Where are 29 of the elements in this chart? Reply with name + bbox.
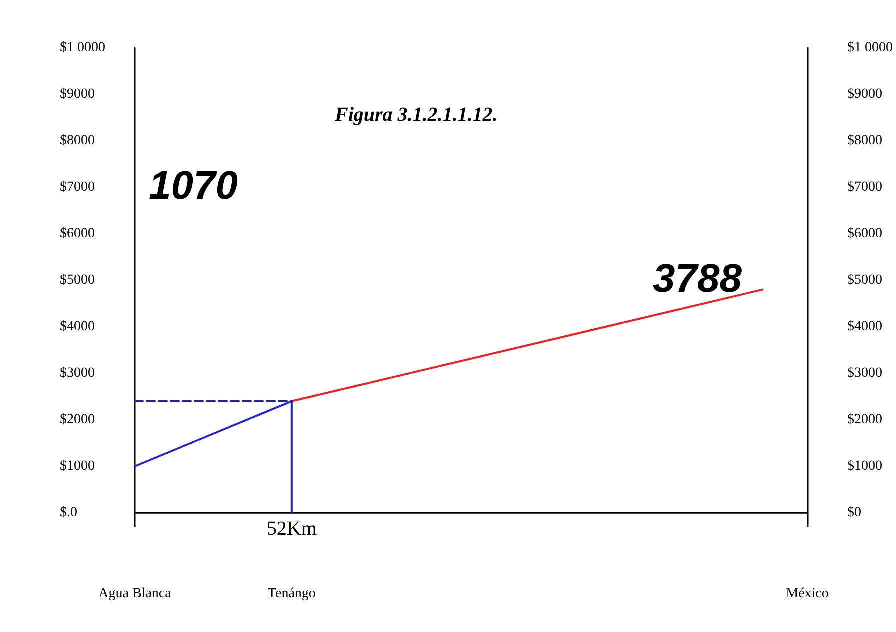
y2-tick-label: $7000	[848, 180, 882, 195]
y-tick-label: $2000	[60, 412, 95, 428]
y2-tick-label: $8000	[848, 134, 882, 148]
y-tick-label: $9000	[60, 87, 95, 102]
annotation: 52Km	[266, 518, 318, 540]
text: Figura 3.1.2.1.1.12.	[334, 104, 498, 126]
y-tick-label: $6000	[60, 226, 95, 242]
y2-tick-label: $6000	[848, 226, 882, 242]
x-tick-label: México	[786, 586, 829, 602]
y2-tick-label: $0	[848, 506, 862, 520]
y-tick-label: $7000	[60, 180, 95, 195]
y2-tick-label: $5000	[848, 273, 882, 288]
y2-tick-label: $9000	[848, 87, 882, 102]
y-tick-label: $5000	[60, 273, 95, 288]
y-tick-label: $3000	[60, 366, 95, 381]
y-tick-label: $4000	[60, 320, 95, 334]
y-tick-label: $1 0000	[60, 40, 106, 56]
y-tick-label: $1000	[60, 459, 95, 474]
x-tick-label: Agua Blanca	[98, 586, 172, 602]
y2-tick-label: $2000	[848, 412, 882, 428]
y2-tick-label: $3000	[848, 366, 882, 381]
y2-tick-label: $1 0000	[848, 40, 893, 56]
y2-tick-label: $1000	[848, 459, 882, 474]
y-tick-label: $8000	[60, 134, 95, 148]
y2-tick-label: $4000	[848, 320, 882, 334]
annotation: 3788	[653, 257, 743, 302]
annotation: 1070	[149, 164, 238, 208]
y-tick-label: $.0	[60, 506, 78, 520]
x-tick-label: Tenángo	[268, 586, 316, 602]
